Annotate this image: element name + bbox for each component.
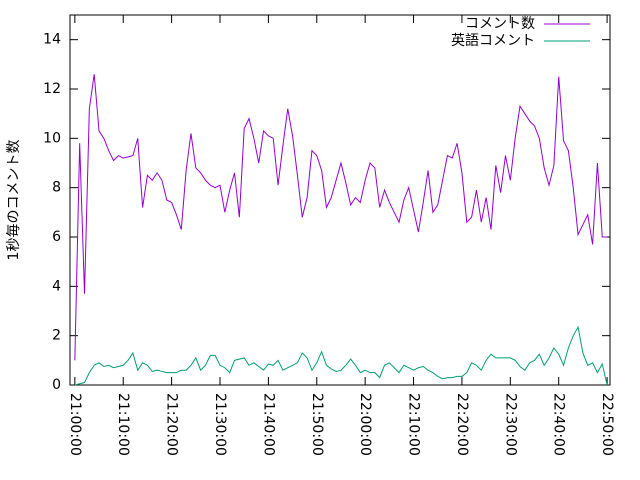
x-tick-label: 22:00:00 [357,393,373,456]
x-tick-label: 21:50:00 [309,393,325,456]
y-tick-label: 8 [52,180,61,196]
y-tick-label: 12 [43,81,61,97]
x-tick-label: 22:10:00 [406,393,422,456]
x-tick-label: 21:40:00 [260,393,276,456]
y-tick-label: 2 [52,328,61,344]
x-tick-label: 22:40:00 [551,393,567,456]
x-tick-label: 22:30:00 [502,393,518,456]
x-tick-label: 21:10:00 [115,393,131,456]
x-tick-label: 21:00:00 [67,393,83,456]
x-tick-label: 21:20:00 [164,393,180,456]
y-tick-label: 0 [52,377,61,393]
x-tick-label: 21:30:00 [212,393,228,456]
y-tick-label: 4 [52,278,61,294]
series-line [74,74,608,361]
x-tick-label: 22:20:00 [454,393,470,456]
legend-label: コメント数 [465,16,535,32]
x-tick-label: 22:50:00 [599,393,615,456]
y-tick-label: 14 [43,32,61,48]
series-line [74,325,608,386]
plot-border [69,14,611,386]
y-tick-label: 6 [52,229,61,245]
legend-label: 英語コメント [451,32,535,49]
y-tick-label: 10 [43,130,61,146]
y-axis-label: 1秒毎のコメント数 [6,140,22,261]
